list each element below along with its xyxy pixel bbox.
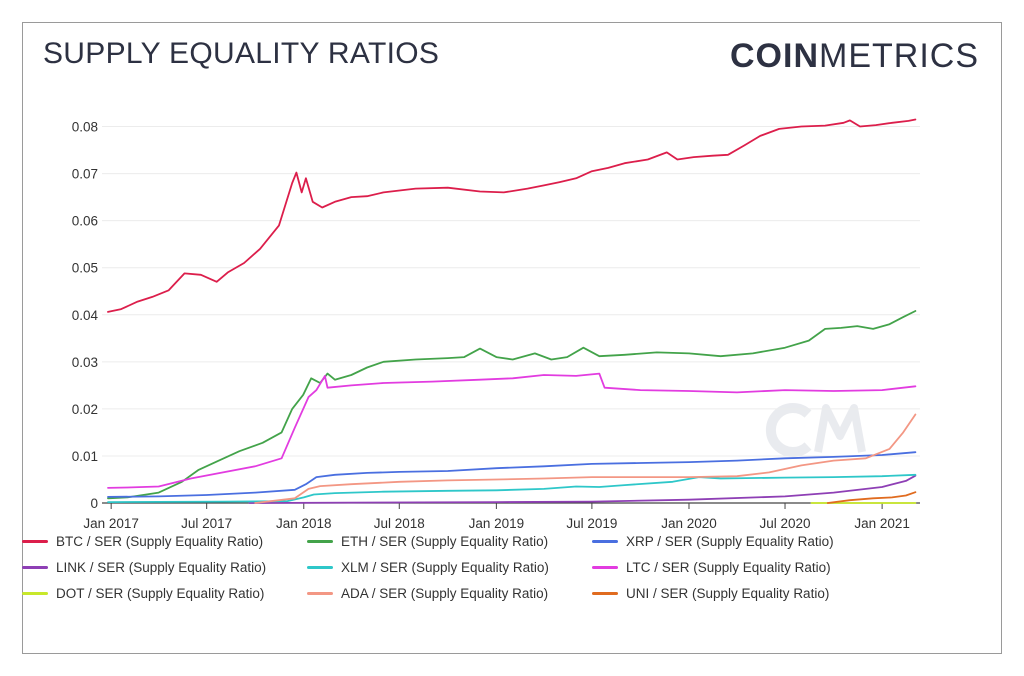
- chart-title: SUPPLY EQUALITY RATIOS: [43, 37, 440, 70]
- y-tick-label: 0.03: [72, 355, 98, 370]
- legend-swatch: [592, 592, 618, 595]
- brand-logo-bold: COIN: [730, 37, 819, 75]
- x-tick-label: Jan 2021: [854, 516, 910, 531]
- y-tick-label: 0: [90, 496, 98, 511]
- legend-item[interactable]: LTC / SER (Supply Equality Ratio): [592, 560, 831, 575]
- series-line-xrp: [107, 451, 917, 498]
- series-line-xlm: [107, 473, 917, 504]
- legend-item[interactable]: ADA / SER (Supply Equality Ratio): [307, 586, 548, 601]
- series-line-ada: [254, 413, 917, 504]
- x-tick-label: Jan 2017: [83, 516, 139, 531]
- brand-logo: COINMETRICS: [730, 37, 979, 76]
- brand-logo-light: METRICS: [819, 37, 979, 75]
- y-tick-label: 0.08: [72, 120, 98, 135]
- x-tick-label: Jul 2017: [181, 516, 232, 531]
- y-axis: 0 0.01 0.02 0.03 0.04 0.05 0.06 0.07 0.08: [72, 120, 99, 511]
- legend-label: UNI / SER (Supply Equality Ratio): [626, 586, 830, 601]
- legend-item[interactable]: DOT / SER (Supply Equality Ratio): [22, 586, 264, 601]
- legend-swatch: [307, 566, 333, 569]
- y-tick-label: 0.06: [72, 214, 98, 229]
- legend-label: XLM / SER (Supply Equality Ratio): [341, 560, 549, 575]
- legend-label: LINK / SER (Supply Equality Ratio): [56, 560, 267, 575]
- legend-label: DOT / SER (Supply Equality Ratio): [56, 586, 265, 601]
- series-line-btc: [107, 118, 917, 313]
- y-tick-label: 0.02: [72, 402, 98, 417]
- x-tick-label: Jul 2019: [566, 516, 617, 531]
- series-line-link: [248, 474, 917, 504]
- legend-swatch: [307, 592, 333, 595]
- legend-label: LTC / SER (Supply Equality Ratio): [626, 560, 831, 575]
- x-axis: Jan 2017 Jul 2017 Jan 2018 Jul 2018 Jan 2019…: [83, 502, 920, 531]
- chart-card: SUPPLY EQUALITY RATIOS COINMETRICS: [22, 22, 1002, 654]
- legend-label: BTC / SER (Supply Equality Ratio): [56, 534, 264, 549]
- grid: [102, 126, 920, 504]
- series-line-eth: [107, 310, 917, 500]
- legend-label: XRP / SER (Supply Equality Ratio): [626, 534, 834, 549]
- legend-swatch: [592, 566, 618, 569]
- legend-item[interactable]: XLM / SER (Supply Equality Ratio): [307, 560, 549, 575]
- x-tick-label: Jan 2018: [276, 516, 332, 531]
- legend-label: ETH / SER (Supply Equality Ratio): [341, 534, 549, 549]
- y-tick-label: 0.05: [72, 261, 98, 276]
- series-line-ltc: [107, 372, 917, 489]
- legend-item[interactable]: ETH / SER (Supply Equality Ratio): [307, 534, 548, 549]
- legend-item[interactable]: UNI / SER (Supply Equality Ratio): [592, 586, 829, 601]
- x-tick-label: Jul 2018: [374, 516, 425, 531]
- legend-label: ADA / SER (Supply Equality Ratio): [341, 586, 549, 601]
- series-lines: [107, 118, 917, 504]
- y-tick-label: 0.07: [72, 167, 98, 182]
- legend-swatch: [22, 592, 48, 595]
- legend-swatch: [592, 540, 618, 543]
- x-tick-label: Jan 2019: [469, 516, 525, 531]
- legend-swatch: [22, 566, 48, 569]
- watermark-logo: [765, 403, 866, 457]
- legend-item[interactable]: XRP / SER (Supply Equality Ratio): [592, 534, 834, 549]
- legend-item[interactable]: LINK / SER (Supply Equality Ratio): [22, 560, 266, 575]
- series-line-uni: [826, 491, 917, 504]
- x-tick-label: Jul 2020: [759, 516, 810, 531]
- legend-swatch: [22, 540, 48, 543]
- y-tick-label: 0.01: [72, 449, 98, 464]
- legend-item[interactable]: BTC / SER (Supply Equality Ratio): [22, 534, 263, 549]
- legend-swatch: [307, 540, 333, 543]
- y-tick-label: 0.04: [72, 308, 99, 323]
- x-tick-label: Jan 2020: [661, 516, 717, 531]
